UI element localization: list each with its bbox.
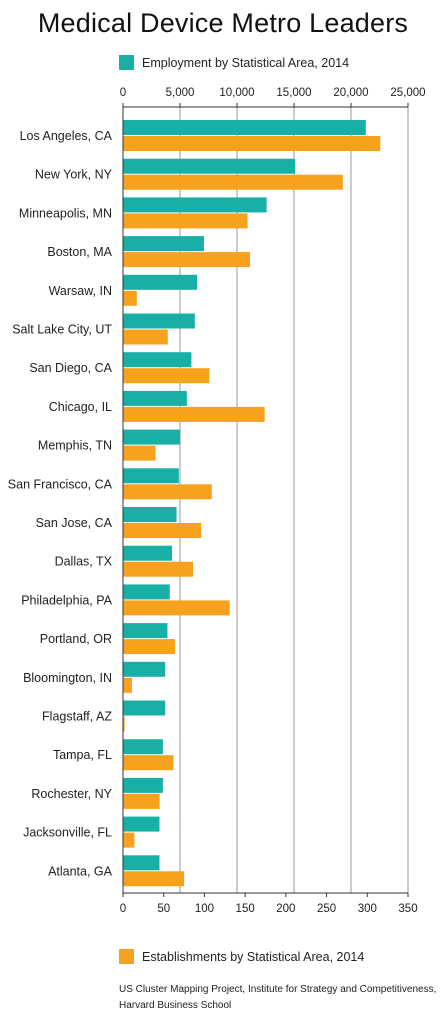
chart-title: Medical Device Metro Leaders	[37, 8, 409, 38]
employment-bar	[123, 739, 163, 755]
employment-bar	[123, 274, 198, 290]
establishments-bar	[123, 755, 174, 771]
category-label: San Diego, CA	[29, 361, 112, 375]
category-label: Boston, MA	[47, 245, 112, 259]
category-label: Los Angeles, CA	[20, 129, 113, 143]
employment-bar	[123, 584, 170, 600]
employment-bar	[123, 468, 179, 484]
establishments-bar	[123, 832, 135, 848]
establishments-bar	[123, 252, 251, 268]
category-label: San Jose, CA	[36, 516, 113, 530]
category-label: Portland, OR	[40, 632, 112, 646]
category-label: Atlanta, GA	[48, 864, 113, 878]
establishments-bar	[123, 213, 248, 229]
establishments-bar	[123, 561, 194, 577]
establishments-bar	[123, 639, 176, 655]
bottom-axis-tick-label: 350	[398, 903, 417, 915]
employment-bar	[123, 623, 168, 639]
category-label: Bloomington, IN	[23, 671, 112, 685]
category-label: San Francisco, CA	[8, 477, 113, 491]
source-note: US Cluster Mapping Project, Institute fo…	[119, 982, 439, 1014]
employment-bar	[123, 197, 267, 213]
employment-bar	[123, 855, 160, 871]
legend-swatch-establishments	[119, 949, 134, 964]
employment-bar	[123, 507, 177, 522]
establishments-bar	[123, 600, 230, 616]
bottom-axis-tick-label: 300	[358, 903, 377, 915]
category-label: New York, NY	[35, 168, 113, 182]
top-axis-tick-label: 5,000	[166, 87, 195, 99]
establishments-bar	[123, 136, 381, 151]
employment-bar	[123, 545, 173, 561]
category-label: Minneapolis, MN	[19, 206, 112, 220]
establishments-bar	[123, 290, 137, 306]
category-label: Dallas, TX	[55, 555, 113, 569]
employment-bar	[123, 390, 187, 406]
bottom-axis-tick-label: 0	[120, 903, 126, 915]
bottom-axis-tick-label: 150	[236, 903, 255, 915]
employment-bar	[123, 313, 195, 329]
category-label: Philadelphia, PA	[21, 593, 112, 607]
establishments-bar	[123, 677, 132, 693]
top-axis-tick-label: 20,000	[333, 87, 368, 99]
establishments-bar	[123, 445, 156, 461]
top-axis-tick-label: 15,000	[276, 87, 311, 99]
legend-employment: Employment by Statistical Area, 2014	[119, 55, 349, 70]
employment-bar	[123, 429, 180, 445]
establishments-bar	[123, 793, 160, 809]
establishments-bar	[123, 368, 210, 384]
top-axis-tick-label: 10,000	[219, 87, 254, 99]
employment-bar	[123, 661, 166, 677]
legend-establishments: Establishments by Statistical Area, 2014	[119, 949, 364, 964]
employment-bar	[123, 158, 296, 174]
employment-bar	[123, 816, 160, 832]
bottom-axis-tick-label: 250	[317, 903, 336, 915]
establishments-bar	[123, 523, 202, 538]
top-axis-tick-label: 25,000	[390, 87, 425, 99]
category-label: Jacksonville, FL	[23, 826, 112, 840]
bottom-axis-tick-label: 200	[276, 903, 295, 915]
establishments-bar	[123, 174, 343, 190]
establishments-bar	[123, 329, 168, 345]
category-label: Tampa, FL	[53, 748, 112, 762]
employment-bar	[123, 236, 204, 252]
category-label: Chicago, IL	[49, 400, 112, 414]
bottom-axis-tick-label: 100	[195, 903, 214, 915]
legend-label-establishments: Establishments by Statistical Area, 2014	[142, 949, 365, 964]
establishments-bar	[123, 716, 125, 732]
source-line-1: US Cluster Mapping Project, Institute fo…	[119, 984, 437, 995]
category-label: Salt Lake City, UT	[12, 323, 112, 337]
employment-bar	[123, 120, 366, 135]
establishments-bar	[123, 871, 185, 887]
employment-bar	[123, 352, 192, 368]
top-axis-tick-label: 0	[120, 87, 126, 99]
category-label: Flagstaff, AZ	[42, 710, 112, 724]
establishments-bar	[123, 484, 212, 500]
legend-swatch-employment	[119, 55, 134, 70]
category-label: Warsaw, IN	[49, 284, 112, 298]
employment-bar	[123, 700, 166, 716]
establishments-bar	[123, 406, 265, 422]
legend-label-employment: Employment by Statistical Area, 2014	[142, 55, 350, 70]
employment-bar	[123, 777, 163, 793]
source-line-2: Harvard Business School	[119, 1000, 232, 1011]
bottom-axis-tick-label: 50	[157, 903, 170, 915]
category-label: Memphis, TN	[38, 439, 112, 453]
category-label: Rochester, NY	[31, 787, 112, 801]
